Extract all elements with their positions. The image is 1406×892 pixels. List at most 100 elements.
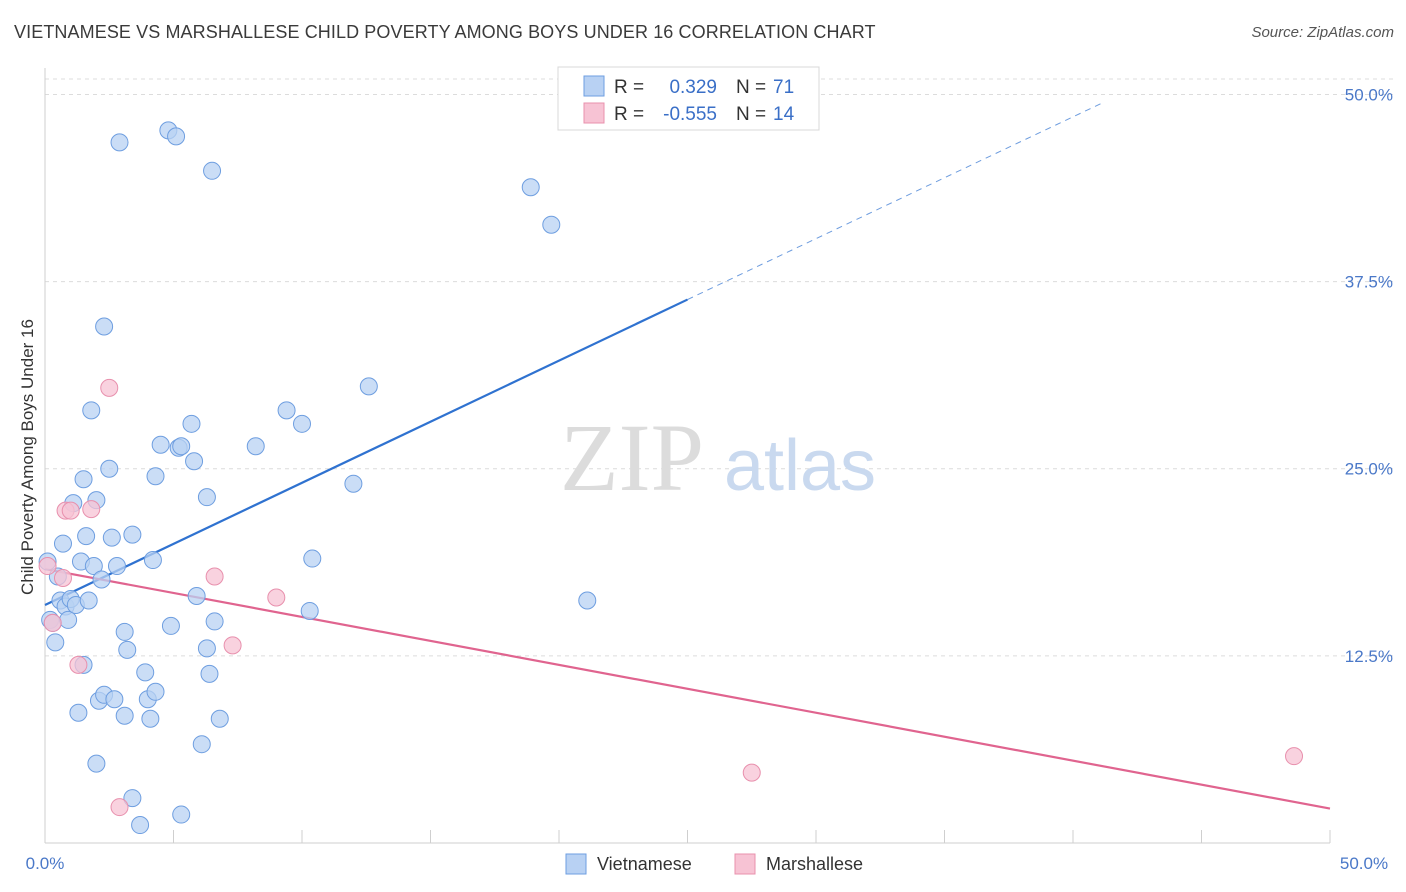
point-vietnamese (79, 591, 98, 610)
legend-n-value-marshallese: 14 (773, 104, 795, 125)
point-vietnamese (293, 414, 311, 433)
bottom-legend-label-marshallese: Marshallese (766, 854, 863, 874)
legend-r-value-vietnamese: 0.329 (669, 77, 717, 98)
trend-line-marshallese (44, 567, 1331, 810)
point-vietnamese (53, 534, 72, 553)
point-marshallese (53, 569, 72, 588)
legend-n-label-marshallese: N = (736, 104, 766, 125)
y-tick-label: 37.5% (1345, 273, 1393, 292)
legend-box: R = 0.329 N = 71 R = -0.555 N = 14 (557, 66, 820, 131)
point-vietnamese (167, 127, 186, 146)
point-vietnamese (74, 470, 93, 489)
point-marshallese (43, 613, 62, 632)
point-vietnamese (84, 557, 103, 576)
point-vietnamese (146, 467, 165, 486)
point-vietnamese (82, 401, 101, 420)
watermark-atlas: atlas (724, 426, 876, 506)
point-vietnamese (123, 789, 142, 808)
watermark-zip: ZIP (560, 404, 704, 511)
point-vietnamese (187, 586, 206, 605)
point-vietnamese (303, 549, 322, 568)
point-vietnamese (200, 664, 219, 683)
bottom-legend: Vietnamese Marshallese (565, 853, 863, 875)
legend-r-label-marshallese: R = (614, 104, 644, 125)
y-axis-label: Child Poverty Among Boys Under 16 (18, 319, 37, 595)
bottom-legend-swatch-marshallese (734, 853, 756, 875)
point-vietnamese (115, 622, 134, 641)
bottom-legend-swatch-vietnamese (565, 853, 587, 875)
point-vietnamese (107, 557, 126, 576)
point-vietnamese (344, 474, 363, 493)
point-marshallese (69, 655, 88, 674)
point-vietnamese (59, 610, 78, 629)
point-vietnamese (246, 437, 265, 456)
point-vietnamese (136, 663, 155, 682)
legend-n-value-vietnamese: 71 (773, 77, 794, 98)
point-vietnamese (102, 528, 121, 547)
point-vietnamese (123, 525, 142, 544)
legend-swatch-marshallese (583, 102, 605, 124)
point-vietnamese (521, 178, 540, 197)
point-vietnamese (46, 633, 65, 652)
point-marshallese (267, 588, 286, 607)
axes (44, 68, 1331, 844)
chart-title: VIETNAMESE VS MARSHALLESE CHILD POVERTY … (14, 22, 876, 42)
data-points (38, 121, 1304, 835)
y-tick-label: 50.0% (1345, 85, 1393, 104)
point-marshallese (100, 378, 119, 397)
point-vietnamese (105, 690, 124, 709)
point-vietnamese (172, 805, 191, 824)
point-vietnamese (192, 735, 211, 754)
x-tick-label: 50.0% (1340, 854, 1388, 873)
point-vietnamese (131, 816, 150, 835)
point-vietnamese (141, 709, 160, 728)
point-marshallese (110, 798, 129, 817)
point-vietnamese (77, 527, 96, 546)
point-vietnamese (197, 639, 216, 658)
point-marshallese (61, 501, 80, 520)
point-vietnamese (197, 488, 216, 507)
point-vietnamese (210, 709, 229, 728)
y-tick-label: 12.5% (1345, 647, 1393, 666)
point-vietnamese (115, 706, 134, 725)
point-vietnamese (203, 161, 222, 180)
source-credit: Source: ZipAtlas.com (1251, 24, 1394, 41)
point-vietnamese (205, 612, 224, 631)
point-vietnamese (118, 640, 137, 659)
point-marshallese (38, 557, 57, 576)
point-marshallese (223, 636, 242, 655)
point-marshallese (82, 500, 101, 519)
legend-r-label-vietnamese: R = (614, 77, 644, 98)
point-vietnamese (95, 317, 114, 336)
point-marshallese (742, 763, 761, 782)
point-vietnamese (300, 601, 319, 620)
point-vietnamese (542, 215, 561, 234)
trend-line-vietnamese-extension (687, 102, 1102, 301)
point-vietnamese (143, 551, 162, 570)
point-vietnamese (87, 754, 106, 773)
grid-lines (45, 78, 1395, 657)
point-vietnamese (359, 377, 378, 396)
point-vietnamese (161, 616, 180, 635)
point-vietnamese (100, 459, 119, 478)
bottom-legend-label-vietnamese: Vietnamese (597, 854, 692, 874)
point-vietnamese (277, 401, 296, 420)
point-vietnamese (185, 452, 204, 471)
y-tick-label: 25.0% (1345, 460, 1393, 479)
point-marshallese (205, 567, 224, 586)
legend-swatch-vietnamese (583, 75, 605, 97)
point-vietnamese (151, 435, 170, 454)
point-vietnamese (182, 414, 201, 433)
tick-labels: 12.5% 25.0% 37.5% 50.0% 0.0% 50.0% (26, 85, 1393, 873)
legend-r-value-marshallese: -0.555 (663, 104, 717, 125)
point-vietnamese (69, 703, 88, 722)
point-vietnamese (110, 133, 129, 152)
point-vietnamese (172, 437, 191, 456)
legend-n-label-vietnamese: N = (736, 77, 766, 98)
watermark: ZIP atlas (560, 404, 876, 511)
point-vietnamese (92, 570, 111, 589)
point-marshallese (1285, 747, 1304, 766)
point-vietnamese (578, 591, 597, 610)
point-vietnamese (146, 682, 165, 701)
